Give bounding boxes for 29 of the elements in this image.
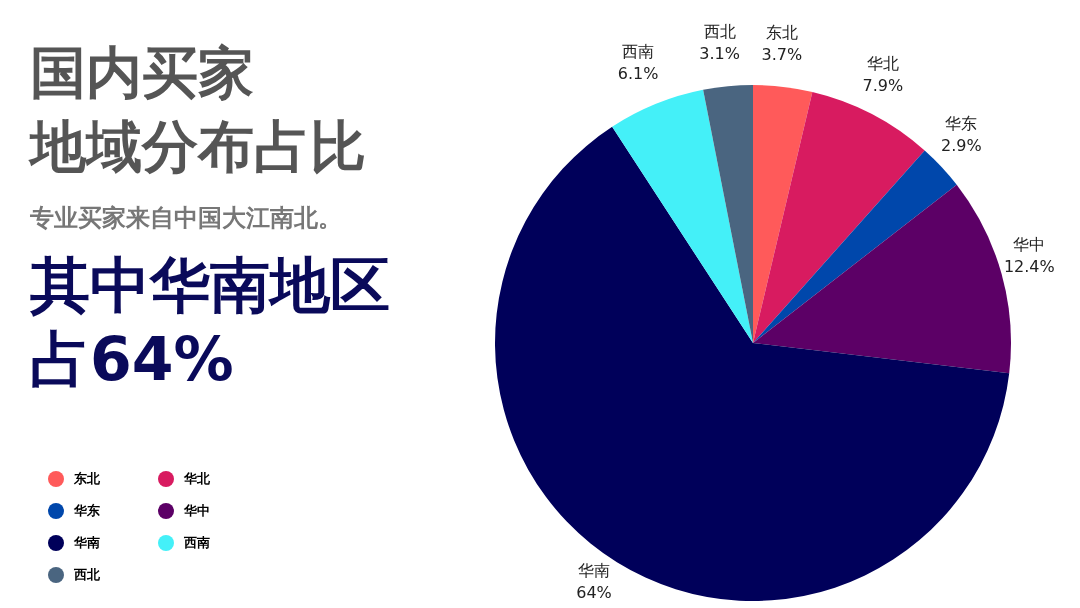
text: 其中华南地区占64%	[30, 249, 391, 396]
data-label: 7.9%	[862, 76, 904, 96]
legend-label: 华北	[184, 470, 210, 488]
slice-label: 西南	[622, 42, 655, 62]
data-label: 3.7%	[761, 44, 803, 64]
slice-label: 华南	[578, 561, 611, 581]
data-label: 6.1%	[617, 64, 659, 84]
data-label: 64%	[576, 583, 612, 603]
legend-label: 西北	[74, 566, 100, 584]
text: 专业买家来自中国大江南北。	[30, 203, 343, 234]
pie-slice	[753, 91, 925, 343]
slice-label: 东北	[765, 22, 798, 42]
legend-label: 华中	[184, 502, 210, 520]
data-label: 12.4%	[1003, 256, 1055, 276]
legend-label: 西南	[184, 534, 210, 552]
pie-slice	[753, 150, 957, 343]
text: 国内买家地域分布占比	[30, 39, 367, 181]
legend-label: 华东	[74, 502, 100, 520]
pie-slice	[703, 85, 753, 343]
slice-label: 华北	[866, 54, 899, 74]
slice-label: 西北	[703, 22, 736, 42]
legend-label: 华南	[74, 534, 100, 552]
data-label: 3.1%	[699, 44, 740, 64]
pie-slice	[753, 85, 813, 343]
slice-label: 华中	[1013, 234, 1046, 254]
data-label: 2.9%	[940, 135, 982, 155]
legend-label: 东北	[74, 470, 100, 488]
slice-label: 华东	[945, 113, 978, 133]
pie-slice	[612, 89, 753, 343]
